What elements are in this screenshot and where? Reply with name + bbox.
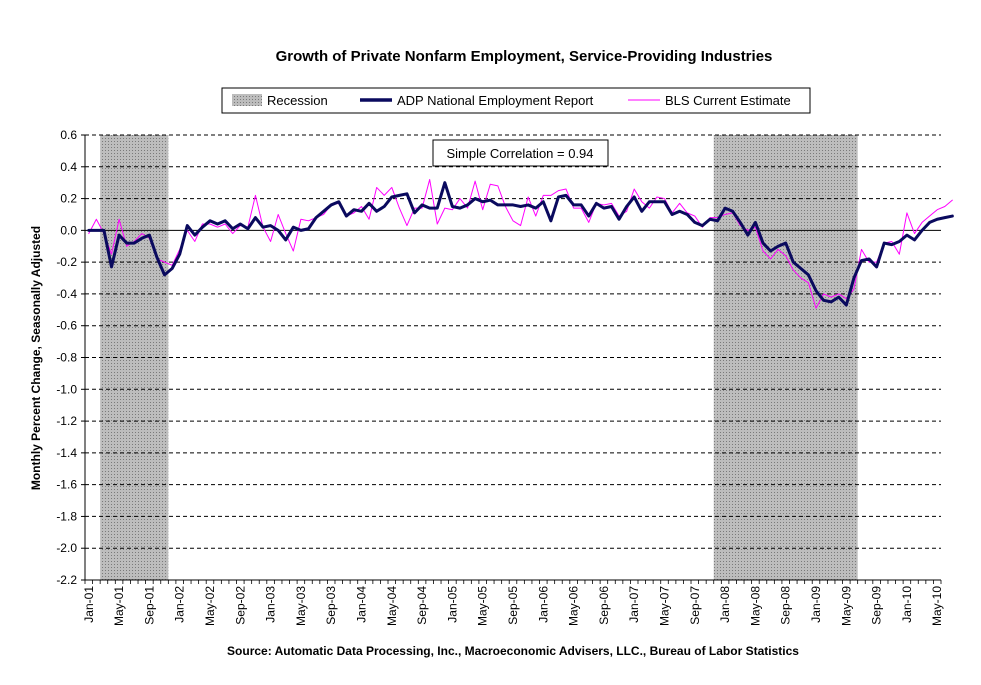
x-tick-label: May-02: [203, 586, 217, 626]
x-tick-label: Jan-07: [627, 586, 641, 623]
y-tick-label: -0.4: [56, 287, 77, 301]
y-tick-label: -1.6: [56, 478, 77, 492]
source-note: Source: Automatic Data Processing, Inc.,…: [227, 644, 799, 658]
y-tick-label: -0.6: [56, 319, 77, 333]
legend-label-adp: ADP National Employment Report: [397, 93, 594, 108]
bls-series-line: [88, 179, 953, 309]
x-tick-label: May-06: [567, 586, 581, 626]
x-tick-label: Sep-09: [870, 586, 884, 625]
y-tick-label: 0.6: [60, 128, 77, 142]
x-tick-label: May-03: [294, 586, 308, 626]
x-tick-label: May-01: [112, 586, 126, 626]
y-tick-label: -0.2: [56, 255, 77, 269]
axes: 0.6 0.4 0.2 0.0 -0.2 -0.4 -0.6 -0.8 -1.0 -1.2 -1.4…: [56, 128, 944, 626]
x-tick-label: May-08: [748, 586, 762, 626]
series-layer: [87, 179, 954, 309]
x-tick-label: Sep-03: [324, 586, 338, 625]
legend-label-recession: Recession: [267, 93, 328, 108]
y-tick-label: 0.2: [60, 192, 77, 206]
correlation-annotation: Simple Correlation = 0.94: [446, 146, 593, 161]
x-tick-label: Jan-08: [718, 586, 732, 623]
x-tick-label: Sep-07: [688, 586, 702, 625]
y-tick-label: -1.8: [56, 509, 77, 523]
x-tick-label: Sep-08: [779, 586, 793, 625]
x-tick-label: May-09: [839, 586, 853, 626]
x-tick-label: Sep-06: [597, 586, 611, 625]
chart-title: Growth of Private Nonfarm Employment, Se…: [276, 48, 773, 65]
x-tick-label: Sep-04: [415, 586, 429, 625]
legend-swatch-recession: [232, 94, 262, 106]
x-tick-label: Jan-05: [445, 586, 459, 623]
y-tick-label: -1.2: [56, 414, 77, 428]
x-tick-label: Jan-06: [536, 586, 550, 623]
y-tick-label: -1.0: [56, 382, 77, 396]
adp-series-line: [87, 181, 954, 307]
legend-label-bls: BLS Current Estimate: [665, 93, 791, 108]
y-tick-label: -2.2: [56, 573, 77, 587]
x-tick-label: Sep-01: [142, 586, 156, 625]
x-tick-label: Jan-09: [809, 586, 823, 623]
x-tick-label: Jan-04: [355, 586, 369, 623]
correlation-box: [432, 139, 609, 167]
y-axis-label: Monthly Percent Change, Seasonally Adjus…: [29, 226, 43, 490]
x-tick-label: Jan-03: [264, 586, 278, 623]
legend: Recession ADP National Employment Report…: [221, 87, 811, 114]
x-tick-label: Jan-01: [82, 586, 96, 623]
y-tick-label: -0.8: [56, 351, 77, 365]
x-tick-label: Jan-02: [173, 586, 187, 623]
x-tick-label: May-05: [476, 586, 490, 626]
x-tick-label: May-04: [385, 586, 399, 626]
legend-box: [221, 87, 811, 114]
x-tick-label: Jan-10: [900, 586, 914, 623]
y-tick-label: 0.0: [60, 223, 77, 237]
y-tick-label: 0.4: [60, 160, 77, 174]
x-tick-label: May-07: [658, 586, 672, 626]
y-tick-label: -2.0: [56, 541, 77, 555]
x-tick-label: Sep-05: [506, 586, 520, 625]
x-tick-label: Sep-02: [233, 586, 247, 625]
gridlines: [85, 134, 941, 549]
y-tick-label: -1.4: [56, 446, 77, 460]
x-tick-label: May-10: [930, 586, 944, 626]
